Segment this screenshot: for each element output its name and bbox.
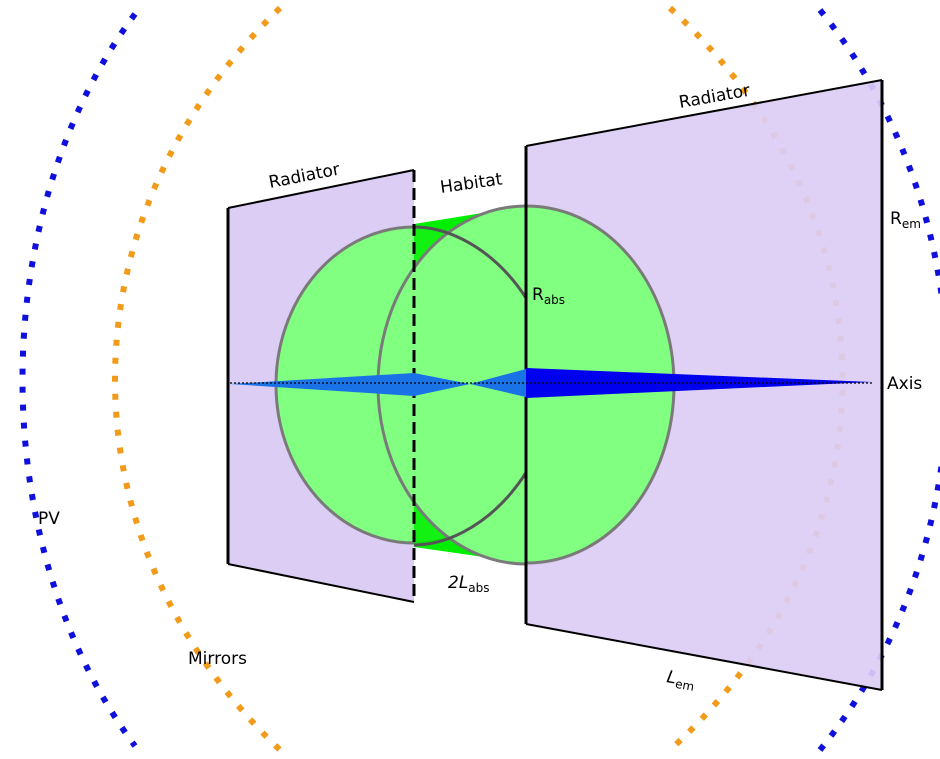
l-em-sub: em	[674, 677, 695, 694]
mirror-arc-left	[112, 5, 283, 753]
l-em-main: L	[665, 667, 678, 688]
pv-arcs	[19, 8, 940, 752]
r-abs-sub: abs	[544, 293, 565, 307]
absorber-cone-left	[230, 373, 414, 396]
r-em-main: R	[890, 209, 902, 229]
radiator-right-bottom	[525, 623, 883, 691]
habitat-label: Habitat	[439, 169, 504, 198]
r-em-sub: em	[902, 217, 921, 231]
two-l-abs-main: 2L	[448, 573, 468, 593]
l-em-label: Lem	[665, 667, 697, 694]
r-abs-label: Rabs	[532, 285, 565, 307]
r-em-label: Rem	[890, 209, 921, 231]
pv-label: PV	[38, 509, 60, 529]
r-abs-main: R	[532, 285, 544, 305]
absorber-cone-mid-left	[414, 373, 470, 396]
radiator-left-top	[227, 169, 415, 209]
two-l-abs-sub: abs	[468, 581, 489, 595]
radiator-left-bottom	[227, 563, 415, 603]
radiator-right-top	[525, 79, 883, 147]
mirrors-label: Mirrors	[188, 649, 247, 669]
axis-label: Axis	[887, 374, 922, 394]
pv-arc-left	[19, 12, 138, 748]
two-l-abs-label: 2Labs	[448, 573, 490, 595]
